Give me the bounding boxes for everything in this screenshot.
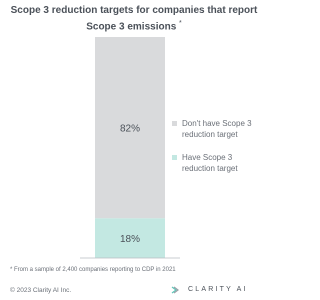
value-label: 18% bbox=[120, 234, 140, 245]
value-label: 82% bbox=[120, 124, 140, 135]
legend-label: Have Scope 3 reduction target bbox=[182, 153, 238, 173]
title-box: Scope 3 reduction targets for companies … bbox=[10, 4, 258, 33]
bar-segment bbox=[95, 218, 165, 258]
copyright: © 2023 Clarity AI Inc. bbox=[10, 287, 72, 294]
footnote: * From a sample of 2,400 companies repor… bbox=[10, 267, 176, 273]
legend-swatch bbox=[172, 155, 177, 160]
logo: CLARITY AI bbox=[188, 286, 248, 293]
chart-title: Scope 3 reduction targets for companies … bbox=[10, 5, 258, 33]
chart: 18% 82% bbox=[80, 37, 180, 294]
legend-swatch bbox=[172, 121, 177, 126]
legend-label: Don't have Scope 3 reduction target bbox=[182, 119, 252, 139]
title-marker: * bbox=[179, 20, 182, 27]
legend-item: Don't have Scope 3 reduction target bbox=[172, 118, 262, 140]
legend-item: Have Scope 3 reduction target bbox=[172, 152, 262, 174]
page: Scope 3 reduction targets for companies … bbox=[10, 4, 262, 294]
bar-segment bbox=[95, 37, 165, 219]
logo-icon bbox=[171, 286, 179, 294]
